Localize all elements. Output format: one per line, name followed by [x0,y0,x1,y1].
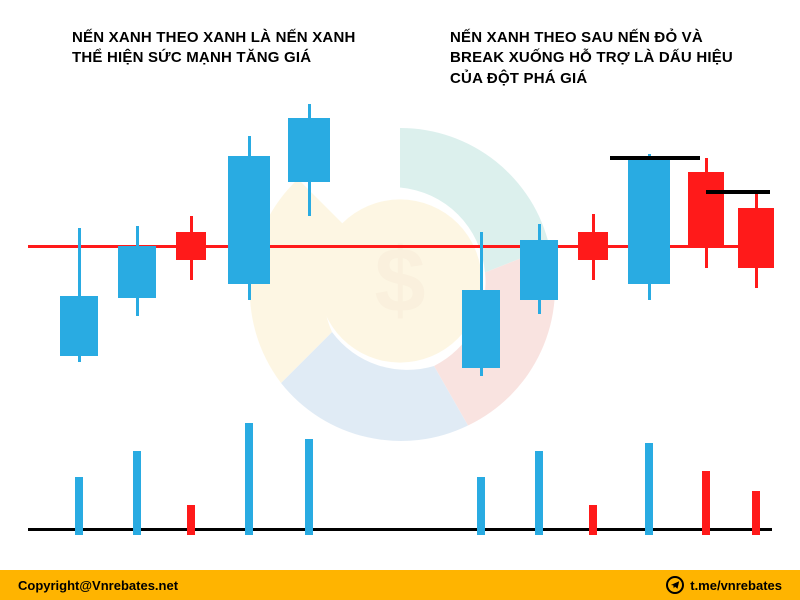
volume-bar [752,491,760,535]
candle-body [288,118,330,182]
volume-bar [535,451,543,535]
volume-bar [75,477,83,535]
candle-body [228,156,270,284]
resistance-mark [706,190,770,194]
volume-bar [187,505,195,535]
footer-bar: Copyright@Vnrebates.net t.me/vnrebates [0,570,800,600]
candle-body [176,232,206,260]
watermark-logo: $ [230,111,570,451]
chart-area: $ NẾN XANH THEO XANH LÀ NẾN XANH THỂ HIỆ… [0,0,800,562]
resistance-mark [610,156,700,160]
volume-bar [477,477,485,535]
volume-bar [305,439,313,535]
candle-body [688,172,724,248]
candle-body [578,232,608,260]
candle-body [520,240,558,300]
copyright-text: Copyright@Vnrebates.net [18,578,178,593]
volume-bar [245,423,253,535]
telegram-link-text: t.me/vnrebates [690,578,782,593]
candle-body [60,296,98,356]
telegram-icon [666,576,684,594]
volume-bar [589,505,597,535]
candle-body [118,246,156,298]
candle-body [738,208,774,268]
telegram-link[interactable]: t.me/vnrebates [666,576,782,594]
caption-right: NẾN XANH THEO SAU NẾN ĐỎ VÀ BREAK XUỐNG … [450,28,750,89]
volume-bar [702,471,710,535]
caption-left: NẾN XANH THEO XANH LÀ NẾN XANH THỂ HIỆN … [72,28,372,69]
candle-body [628,158,670,284]
volume-bar [133,451,141,535]
volume-bar [645,443,653,535]
candle-body [462,290,500,368]
chart-frame: $ NẾN XANH THEO XANH LÀ NẾN XANH THỂ HIỆ… [0,0,800,600]
